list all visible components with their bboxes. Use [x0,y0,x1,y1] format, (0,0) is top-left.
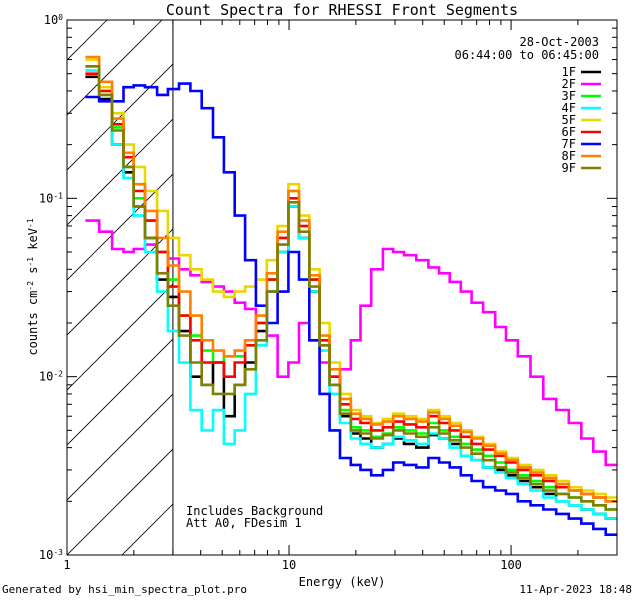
series-1F-line [85,75,617,520]
x-tick-label: 100 [500,558,522,572]
legend-label-3F: 3F [562,89,576,103]
hatch-line [232,20,640,555]
legend-label-5F: 5F [562,113,576,127]
y-tick-label: 100 [44,13,63,28]
legend-label-7F: 7F [562,137,576,151]
plot-date: 28-Oct-2003 [520,35,599,49]
series-9F-line [85,65,617,511]
series-3F-line [85,65,617,511]
x-tick-label: 10 [282,558,296,572]
hatch-line [67,228,173,336]
hatch-line [67,20,163,116]
legend-label-8F: 8F [562,149,576,163]
series-2F-line [85,219,617,467]
hatch-line [67,393,173,501]
plot-time-range: 06:44:00 to 06:45:00 [455,48,600,62]
series-7F-line [85,82,617,536]
hatch-line [67,20,108,61]
timestamp: 11-Apr-2023 18:48 [519,583,632,596]
y-tick-label: 10-2 [39,369,63,384]
x-axis-label: Energy (keV) [299,575,386,589]
axis-ticks [66,19,618,556]
chart-title: Count Spectra for RHESSI Front Segments [166,1,518,19]
legend-label-4F: 4F [562,101,576,115]
axis-tick-labels: 1 10 100 100 10-1 10-2 10-3 [39,13,522,573]
hatch-line [67,118,173,226]
hatch-line [67,63,173,171]
legend-label-2F: 2F [562,77,576,91]
legend-label-1F: 1F [562,65,576,79]
y-axis-label: counts cm-2 s-1 keV-1 [26,218,41,355]
hatch-line [67,448,173,555]
series-8F-line [85,55,617,503]
hatch-line [342,20,640,555]
series-layer [85,55,617,536]
legend-label-6F: 6F [562,125,576,139]
x-tick-label: 1 [63,558,70,572]
plot-frame [66,19,618,556]
y-tick-label: 10-1 [39,191,63,206]
annotation-attenuator: Att A0, FDesim 1 [186,516,302,530]
series-4F-line [85,69,617,520]
hatch-line [617,20,640,555]
legend-label-9F: 9F [562,161,576,175]
y-tick-label: 10-3 [39,548,63,563]
generated-by-note: Generated by hsi_min_spectra_plot.pro [2,583,248,596]
annotation-background: Includes Background [186,504,323,518]
